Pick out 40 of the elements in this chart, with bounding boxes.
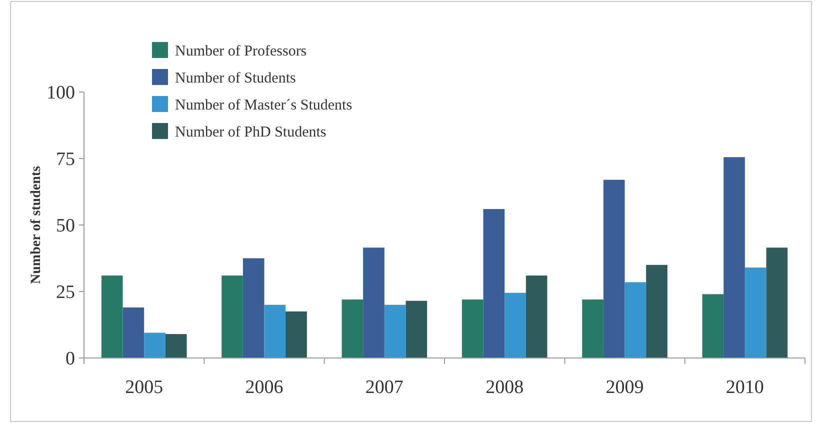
bar (144, 332, 166, 358)
bar (504, 292, 526, 358)
bar (603, 180, 625, 358)
legend-label: Number of PhD Students (175, 124, 326, 140)
bar (122, 307, 144, 358)
bar (286, 311, 307, 358)
legend-label: Number of Professors (175, 43, 307, 60)
bar (101, 276, 123, 358)
bar (766, 248, 788, 358)
x-tick-label: 2010 (726, 377, 764, 398)
bar (744, 268, 766, 358)
x-tick-label: 2007 (365, 377, 404, 398)
bar (724, 157, 745, 358)
y-tick-label: 50 (56, 216, 75, 237)
bar (582, 299, 604, 358)
y-tick-label: 0 (66, 348, 75, 370)
bar (222, 276, 243, 358)
x-tick-label: 2006 (245, 377, 284, 398)
bar (242, 258, 264, 358)
legend-label: Number of Students (175, 70, 296, 86)
bar (646, 264, 668, 358)
y-tick-label: 75 (56, 149, 75, 170)
bar (702, 294, 724, 358)
bar (526, 276, 548, 358)
bar (483, 209, 505, 358)
legend-label: Number of Master´s Students (175, 97, 352, 114)
bar (624, 282, 646, 358)
bar (363, 248, 384, 358)
x-tick-label: 2009 (606, 377, 644, 398)
bar (406, 300, 428, 358)
y-tick-label: 25 (56, 282, 75, 304)
y-axis-title: Number of students (29, 165, 44, 284)
bar (384, 304, 406, 358)
bar (165, 334, 187, 358)
x-tick-label: 2005 (125, 377, 164, 398)
bar (462, 299, 484, 358)
y-tick-label: 100 (46, 82, 75, 104)
bar (264, 304, 286, 358)
bar (342, 299, 364, 358)
x-tick-label: 2008 (486, 377, 524, 398)
